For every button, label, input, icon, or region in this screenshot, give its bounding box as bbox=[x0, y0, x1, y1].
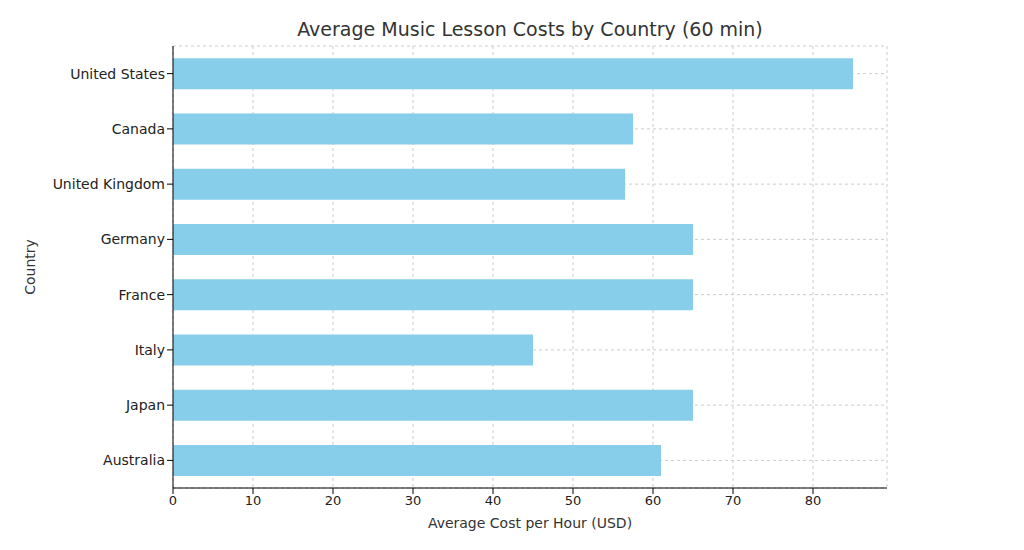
svg-text:Italy: Italy bbox=[135, 342, 165, 358]
svg-text:Japan: Japan bbox=[125, 397, 165, 413]
svg-text:United Kingdom: United Kingdom bbox=[53, 176, 165, 192]
svg-text:70: 70 bbox=[725, 493, 742, 508]
svg-text:United States: United States bbox=[70, 66, 165, 82]
svg-text:50: 50 bbox=[565, 493, 582, 508]
svg-text:10: 10 bbox=[245, 493, 262, 508]
svg-text:80: 80 bbox=[805, 493, 822, 508]
svg-text:0: 0 bbox=[169, 493, 177, 508]
svg-text:Average Cost per Hour (USD): Average Cost per Hour (USD) bbox=[428, 515, 632, 531]
svg-text:30: 30 bbox=[405, 493, 422, 508]
svg-text:Germany: Germany bbox=[101, 231, 165, 247]
svg-text:20: 20 bbox=[325, 493, 342, 508]
svg-text:60: 60 bbox=[645, 493, 662, 508]
html-text:Average Music Lesson Costs by: Average Music Lesson Costs by Country (6… bbox=[297, 18, 763, 40]
svg-text:40: 40 bbox=[485, 493, 502, 508]
svg-text:Australia: Australia bbox=[103, 452, 165, 468]
svg-text:France: France bbox=[118, 287, 165, 303]
svg-text:Canada: Canada bbox=[112, 121, 165, 137]
svg-text:Country: Country bbox=[22, 239, 38, 295]
